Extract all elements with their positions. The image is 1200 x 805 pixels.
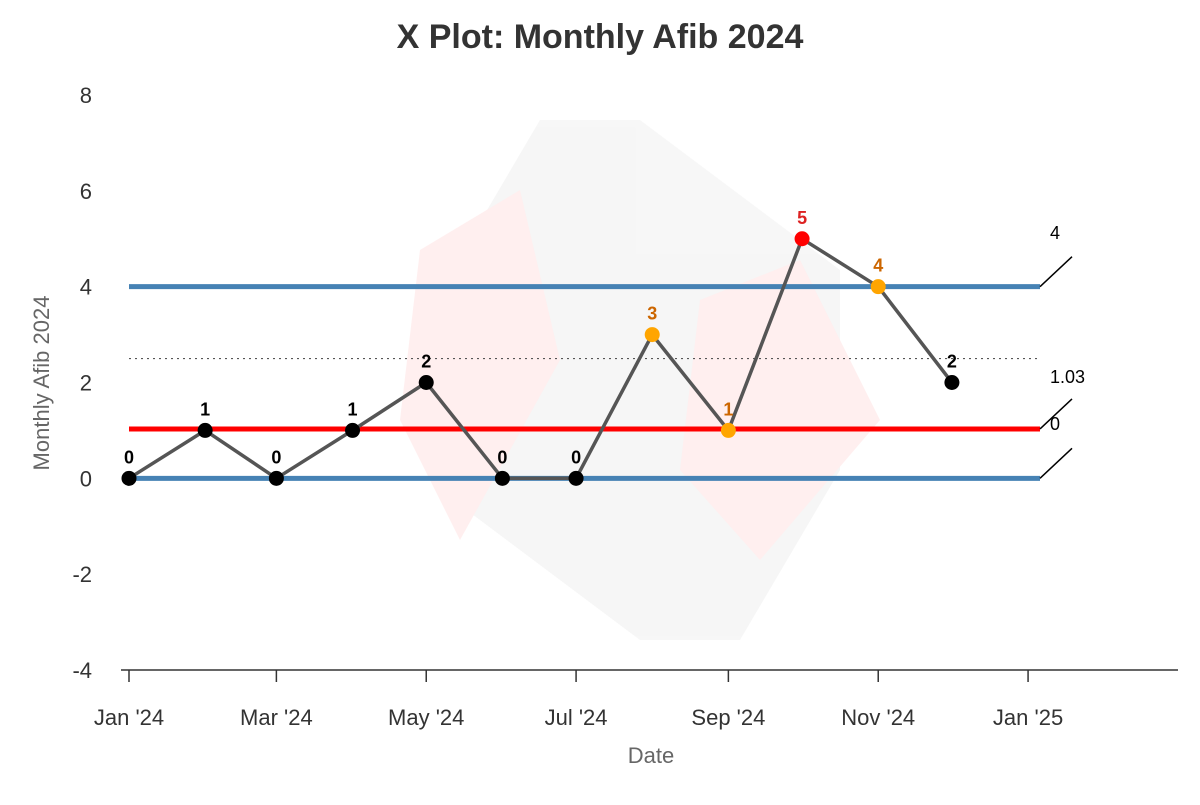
x-tick-label: May '24 bbox=[388, 705, 464, 730]
data-point bbox=[345, 422, 361, 438]
data-label: 5 bbox=[797, 208, 807, 228]
x-tick-label: Nov '24 bbox=[841, 705, 915, 730]
center-label: 0 bbox=[1050, 414, 1060, 434]
y-axis-label: Monthly Afib 2024 bbox=[29, 296, 54, 471]
data-point bbox=[568, 470, 584, 486]
upper-limit-label: 4 bbox=[1050, 223, 1060, 243]
x-tick-label: Jul '24 bbox=[545, 705, 608, 730]
x-tick-label: Mar '24 bbox=[240, 705, 313, 730]
data-point bbox=[494, 470, 510, 486]
series-line bbox=[128, 237, 954, 481]
data-label: 2 bbox=[947, 352, 957, 372]
data-label: 0 bbox=[497, 447, 507, 467]
x-tick-label: Sep '24 bbox=[691, 705, 765, 730]
data-label: 4 bbox=[873, 256, 883, 276]
x-tick-label: Jan '24 bbox=[94, 705, 164, 730]
y-tick-label: 4 bbox=[80, 275, 92, 300]
y-tick-label: 6 bbox=[80, 179, 92, 204]
y-tick-label: 8 bbox=[80, 83, 92, 108]
data-point bbox=[644, 327, 660, 343]
data-label: 1 bbox=[723, 399, 733, 419]
data-label: 1 bbox=[200, 399, 210, 419]
y-tick-label: -4 bbox=[72, 658, 92, 683]
y-tick-label: 2 bbox=[80, 371, 92, 396]
chart-title: X Plot: Monthly Afib 2024 bbox=[397, 18, 804, 56]
dotted-threshold-label: 1.03 bbox=[1050, 367, 1085, 387]
data-label: 0 bbox=[124, 447, 134, 467]
data-point bbox=[197, 422, 213, 438]
plot-area: Jan '24 Mar '24 May '24 Jul '24 Sep '24 Nov '… bbox=[72, 83, 1178, 730]
data-label: 3 bbox=[647, 304, 657, 324]
data-point bbox=[720, 422, 736, 438]
x-axis-label: Date bbox=[628, 743, 674, 768]
data-label: 2 bbox=[421, 352, 431, 372]
y-tick-label: -2 bbox=[72, 562, 92, 587]
data-label: 0 bbox=[271, 447, 281, 467]
center-label-leader bbox=[1039, 398, 1073, 430]
data-label: 1 bbox=[348, 399, 358, 419]
data-point bbox=[944, 375, 960, 390]
x-tick-label: Jan '25 bbox=[993, 705, 1063, 730]
data-point bbox=[794, 231, 810, 247]
data-point bbox=[121, 470, 137, 486]
y-tick-label: 0 bbox=[80, 466, 92, 491]
data-point bbox=[268, 470, 284, 486]
data-label: 0 bbox=[571, 447, 581, 467]
data-point bbox=[870, 279, 886, 295]
data-point bbox=[418, 375, 434, 390]
lower-limit-label-leader bbox=[1039, 447, 1073, 479]
upper-limit-label-leader bbox=[1039, 256, 1073, 288]
watermark-logo bbox=[400, 120, 880, 640]
